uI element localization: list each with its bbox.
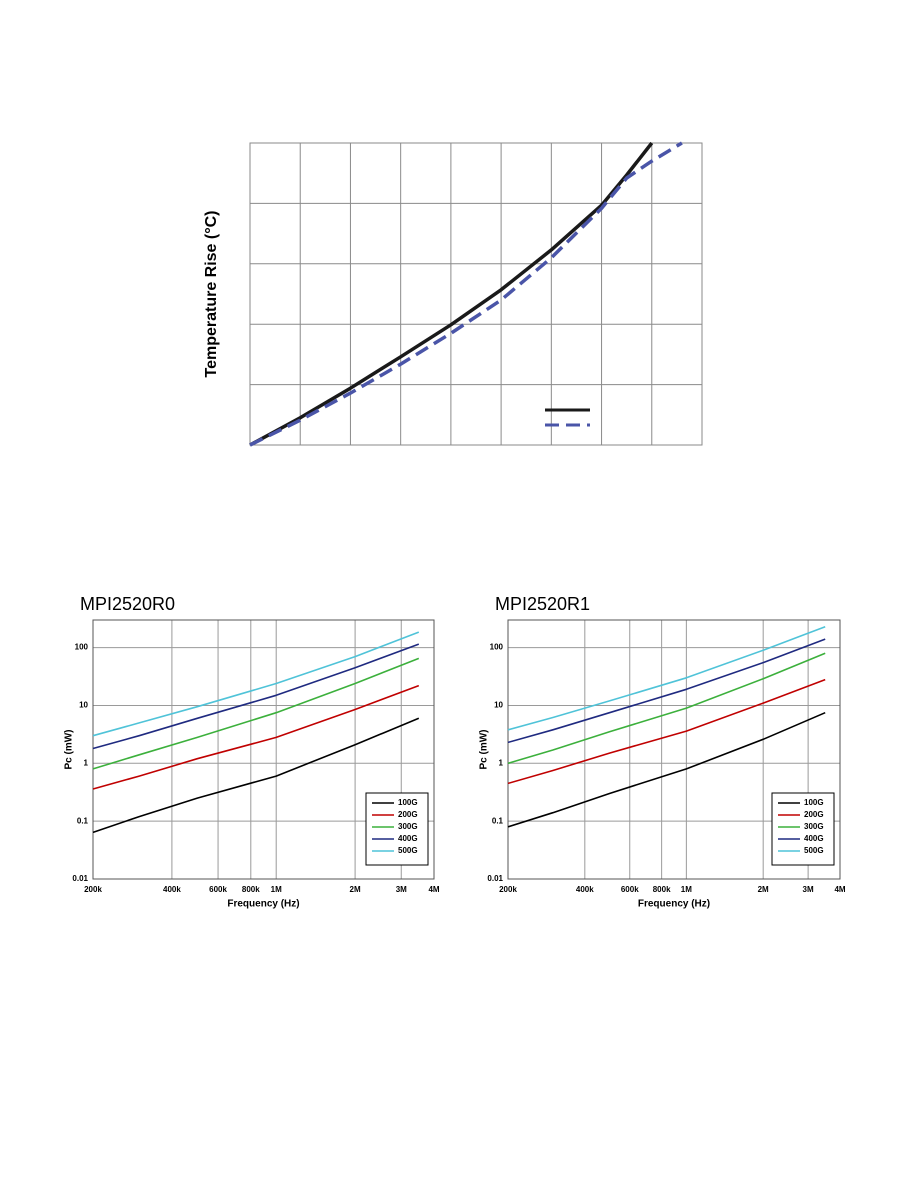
legend-label: 300G: [398, 822, 418, 831]
legend-label: 100G: [804, 798, 824, 807]
legend-box: [365, 792, 429, 866]
y-tick-label: 100: [75, 643, 89, 652]
data-line: [507, 711, 826, 828]
legend-label: 300G: [804, 822, 824, 831]
legend-label: 400G: [804, 834, 824, 843]
plot-border: [92, 619, 435, 880]
y-tick-label: 10: [494, 701, 503, 710]
x-tick-label: 1M: [271, 885, 282, 894]
data-line: [507, 638, 826, 744]
x-tick-label: 4M: [428, 885, 439, 894]
plot-border: [507, 619, 841, 880]
data-line: [249, 141, 654, 447]
x-tick-label: 400k: [576, 885, 594, 894]
x-tick-label: 200k: [84, 885, 102, 894]
x-tick-label: 400k: [163, 885, 181, 894]
legend-label: 100G: [398, 798, 418, 807]
legend-box: [771, 792, 835, 866]
plot-border: [249, 142, 703, 446]
x-tick-label: 800k: [242, 885, 260, 894]
y-axis-label: Pc (mW): [64, 730, 75, 770]
y-tick-label: 0.01: [487, 874, 503, 883]
data-line: [92, 631, 420, 737]
y-tick-label: 0.01: [72, 874, 88, 883]
chart: Temperature Rise (°C): [203, 141, 703, 447]
data-line: [507, 678, 826, 785]
x-tick-label: 200k: [499, 885, 517, 894]
legend-label: 500G: [804, 846, 824, 855]
chart: 200k 400k 600k 800k 1M 2M 3M 4M 0.01 0.1 1 10 100 MPI…: [64, 594, 440, 910]
legend-label: 500G: [398, 846, 418, 855]
y-tick-label: 0.1: [492, 816, 504, 825]
y-tick-label: 0.1: [77, 816, 89, 825]
y-axis-label: Pc (mW): [479, 730, 490, 770]
data-line: [92, 657, 420, 770]
x-axis-label: Frequency (Hz): [638, 899, 710, 910]
x-tick-label: 3M: [396, 885, 407, 894]
data-line: [92, 684, 420, 790]
y-tick-label: 1: [499, 758, 504, 767]
data-line: [507, 652, 826, 765]
y-axis-label: Temperature Rise (°C): [203, 210, 220, 377]
chart-title: MPI2520R1: [495, 594, 590, 614]
legend-label: 400G: [398, 834, 418, 843]
x-tick-label: 4M: [834, 885, 845, 894]
x-tick-label: 1M: [681, 885, 692, 894]
x-tick-label: 2M: [350, 885, 361, 894]
y-tick-label: 1: [84, 758, 89, 767]
chart: 200k 400k 600k 800k 1M 2M 3M 4M 0.01 0.1 1 10 100 MPI…: [479, 594, 846, 910]
chart-title: MPI2520R0: [80, 594, 175, 614]
y-tick-label: 100: [490, 643, 504, 652]
data-line: [92, 717, 420, 834]
y-tick-label: 10: [79, 701, 88, 710]
x-axis-label: Frequency (Hz): [227, 899, 299, 910]
x-tick-label: 800k: [653, 885, 671, 894]
data-line: [249, 141, 683, 447]
x-tick-label: 2M: [758, 885, 769, 894]
x-tick-label: 600k: [621, 885, 639, 894]
data-line: [507, 625, 826, 731]
legend-label: 200G: [804, 810, 824, 819]
x-tick-label: 3M: [803, 885, 814, 894]
legend-label: 200G: [398, 810, 418, 819]
x-tick-label: 600k: [209, 885, 227, 894]
data-line: [92, 643, 420, 750]
